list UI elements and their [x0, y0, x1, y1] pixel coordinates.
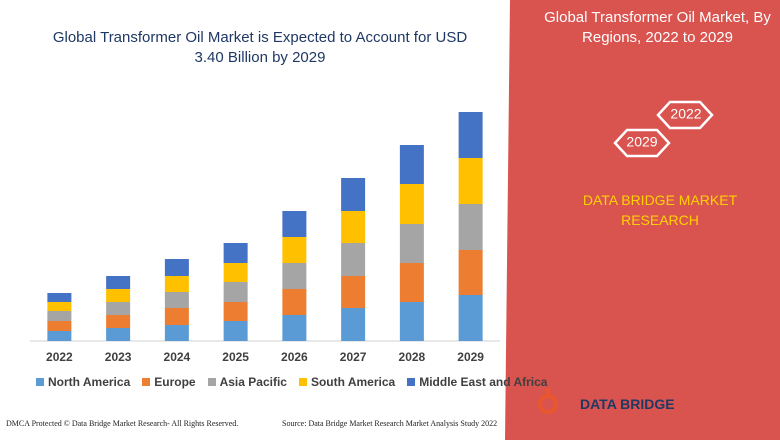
bar-segment: [399, 263, 424, 302]
bar-segment: [282, 211, 307, 237]
bar-segment: [341, 211, 366, 243]
legend-item: South America: [298, 375, 396, 389]
hexagon: [613, 128, 671, 158]
x-tick-label: 2022: [46, 350, 73, 364]
bar-segment: [164, 259, 189, 276]
legend-label: Middle East and Africa: [419, 375, 548, 389]
hex-label: 2029: [626, 134, 657, 150]
x-tick-label: 2024: [164, 350, 191, 364]
footer-source: Source: Data Bridge Market Research Mark…: [282, 419, 498, 428]
bar-segment: [106, 302, 131, 315]
legend-item: Europe: [142, 375, 196, 389]
bar-segment: [458, 204, 483, 250]
bar-segment: [341, 308, 366, 341]
bar-segment: [223, 282, 248, 302]
x-tick-label: 2029: [457, 350, 484, 364]
legend-item: North America: [36, 375, 130, 389]
legend-swatch: [298, 378, 307, 386]
logo-icon: [538, 388, 558, 415]
bar-segment: [47, 321, 72, 331]
x-tick-label: 2025: [222, 350, 249, 364]
logo: DATA BRIDGE: [580, 396, 675, 412]
bar-segment: [458, 250, 483, 295]
bar-segment: [341, 276, 366, 308]
legend-swatch: [36, 378, 44, 386]
hex-label: 2022: [670, 106, 701, 122]
bar-segment: [399, 184, 424, 224]
x-tick-label: 2028: [399, 350, 426, 364]
hexagon: [656, 100, 714, 130]
legend-item: Asia Pacific: [207, 375, 287, 389]
bar-segment: [399, 224, 424, 263]
legend-label: Europe: [154, 375, 196, 389]
bar-segment: [164, 325, 189, 341]
bar-segment: [341, 178, 366, 211]
x-tick-label: 2023: [105, 350, 132, 364]
bar-segment: [47, 331, 72, 341]
x-tick-label: 2026: [281, 350, 308, 364]
legend-swatch: [142, 378, 151, 386]
legend-label: North America: [48, 375, 131, 389]
bar-segment: [341, 243, 366, 276]
bar-segment: [164, 308, 189, 325]
bar-segment: [47, 302, 72, 311]
bar-segment: [223, 302, 248, 321]
bar-segment: [164, 276, 189, 292]
bar-segment: [458, 112, 483, 158]
bar-segment: [223, 263, 248, 282]
chart-title: Global Transformer Oil Market is Expecte…: [52, 29, 468, 66]
legend-swatch: [407, 378, 416, 386]
bar-segment: [399, 302, 424, 341]
panel-title: Global Transformer Oil Market, By Region…: [544, 9, 771, 46]
bar-segment: [282, 289, 307, 315]
bar-segment: [458, 295, 483, 341]
legend: North America Europe Asia Pacific South Ame…: [36, 375, 547, 389]
bar-segment: [106, 315, 131, 328]
bar-segment: [164, 292, 189, 308]
legend-label: South America: [310, 375, 396, 389]
bar-segment: [458, 158, 483, 204]
legend-label: Asia Pacific: [219, 375, 287, 389]
bar-segment: [282, 263, 307, 289]
bar-segment: [399, 145, 424, 184]
bar-segment: [47, 311, 72, 321]
bar-segment: [106, 328, 131, 341]
bar-segment: [106, 289, 131, 302]
bar-segment: [47, 293, 72, 302]
bar-segment: [223, 321, 248, 341]
bar-segment: [106, 276, 131, 289]
brand: DATA BRIDGE MARKET RESEARCH: [582, 192, 738, 228]
side-panel: [505, 0, 780, 440]
footer-note: DMCA Protected © Data Bridge Market Rese…: [6, 419, 239, 428]
bar-segment: [282, 237, 307, 263]
legend-swatch: [207, 378, 216, 386]
x-tick-label: 2027: [340, 350, 367, 364]
bar-segment: [223, 243, 248, 263]
legend-item: Middle East and Africa: [407, 375, 547, 389]
bar-segment: [282, 315, 307, 341]
